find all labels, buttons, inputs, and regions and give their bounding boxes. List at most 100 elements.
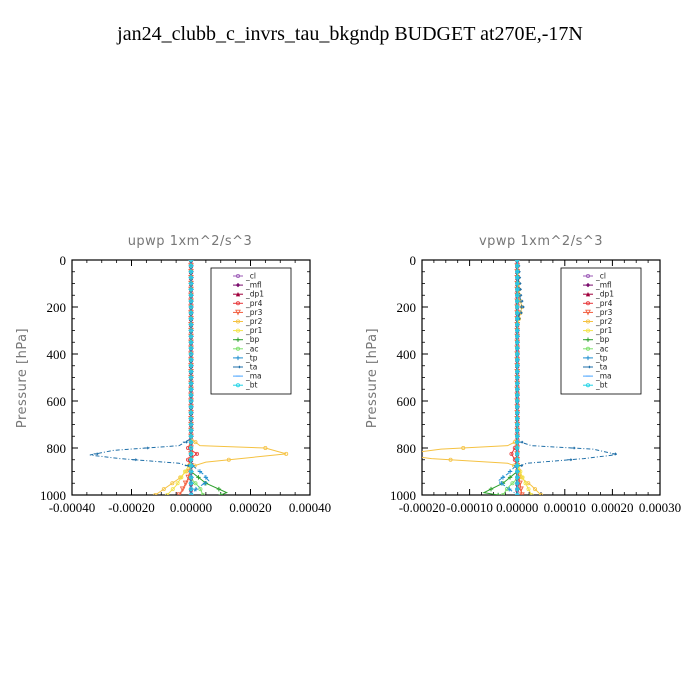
data-point [515, 281, 520, 286]
data-point [182, 440, 188, 444]
y-tick-label: 600 [397, 394, 417, 409]
data-point [189, 493, 193, 495]
data-point [188, 322, 193, 327]
data-point [585, 292, 591, 297]
data-point [515, 404, 520, 409]
data-point [515, 410, 520, 415]
data-point [586, 273, 591, 278]
data-point [179, 475, 184, 480]
series-line-bp [482, 260, 518, 495]
data-point [515, 293, 520, 298]
panel-title: vpwp 1xm^2/s^3 [479, 234, 603, 249]
data-point [132, 458, 138, 462]
data-point [235, 301, 240, 306]
data-point [170, 481, 175, 486]
data-point [500, 475, 506, 480]
data-point [235, 319, 240, 324]
data-point [188, 346, 193, 351]
data-point [507, 475, 513, 480]
data-point [175, 481, 180, 486]
x-tick-label: -0.00020 [108, 500, 155, 515]
data-point [515, 381, 520, 386]
data-point [235, 328, 240, 333]
x-tick-label: 0.00020 [229, 500, 271, 515]
data-point [188, 404, 193, 409]
legend-label: _cl [245, 272, 256, 281]
legend: _cl_mfl_dp1_pr4_pr3_pr2_pr1_bp_ac_tp_ta_… [210, 267, 292, 395]
legend-label: _pr4 [245, 299, 263, 308]
data-point [515, 357, 520, 362]
data-point [188, 469, 193, 474]
data-point [188, 457, 193, 462]
data-point [188, 340, 193, 345]
data-point [515, 440, 520, 445]
data-point [539, 493, 543, 495]
data-point [515, 346, 520, 351]
data-point [515, 304, 520, 309]
legend-label: _ma [245, 372, 262, 381]
data-point [515, 393, 520, 398]
series-line-ta [89, 260, 192, 495]
data-point [515, 481, 520, 486]
x-tick-label: 0.00010 [544, 500, 586, 515]
data-point [193, 481, 198, 486]
data-point [197, 469, 203, 474]
data-point [515, 422, 520, 427]
data-point [153, 493, 158, 495]
data-point [448, 457, 453, 462]
y-tick-label: 800 [397, 441, 417, 456]
data-point [515, 434, 520, 439]
legend-label: _ta [245, 363, 257, 372]
data-point [235, 346, 240, 351]
data-point [515, 463, 520, 468]
data-point [188, 410, 193, 415]
data-point [188, 451, 193, 456]
legend-label: _bt [595, 381, 608, 390]
data-point [515, 328, 520, 333]
legend-label: _tp [595, 353, 608, 362]
data-point [188, 434, 193, 439]
legend-label: _dp1 [595, 290, 614, 299]
x-tick-label: -0.00020 [399, 500, 446, 515]
data-point [586, 301, 591, 306]
data-point [488, 486, 494, 492]
data-point [523, 481, 528, 486]
data-point [515, 263, 520, 268]
data-point [188, 422, 193, 427]
data-point [93, 452, 99, 456]
data-point [515, 475, 520, 480]
data-point [461, 445, 466, 450]
data-point [189, 260, 193, 262]
legend-label: _bp [595, 335, 610, 344]
legend-label: _ac [245, 344, 258, 353]
series-line-ta [516, 260, 618, 495]
data-point [188, 398, 193, 403]
data-point [165, 493, 170, 495]
data-point [188, 310, 193, 315]
data-point [586, 319, 591, 324]
data-point [520, 475, 525, 480]
data-point [526, 487, 531, 492]
data-point [526, 481, 531, 486]
series-line-pr2 [422, 260, 542, 495]
data-point [235, 309, 241, 316]
y-tick-label: 200 [397, 300, 417, 315]
data-point [235, 383, 240, 388]
legend-label: _pr4 [595, 299, 613, 308]
data-point [515, 469, 520, 474]
y-tick-label: 1000 [40, 488, 66, 503]
legend-label: _mfl [595, 281, 612, 290]
data-point [585, 355, 591, 361]
data-point [533, 487, 538, 492]
data-point [188, 381, 193, 386]
data-point [515, 493, 520, 495]
data-point [519, 492, 525, 495]
data-point [188, 445, 193, 450]
data-point [188, 375, 193, 380]
data-point [194, 451, 199, 456]
legend-label: _pr3 [595, 308, 613, 317]
data-point [196, 475, 201, 480]
data-point [586, 383, 591, 388]
data-point [515, 375, 520, 380]
